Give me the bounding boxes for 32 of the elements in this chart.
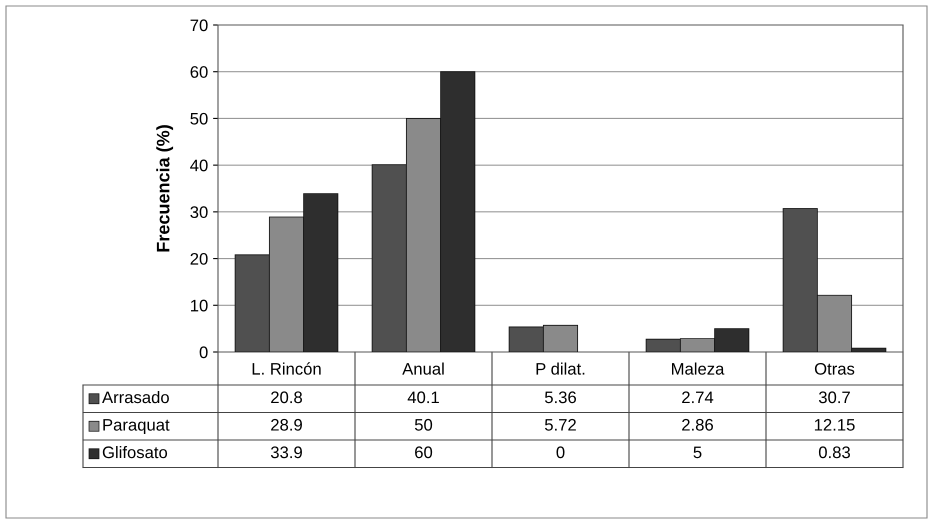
- y-tick-label: 40: [190, 160, 208, 172]
- data-label: 33.9: [270, 446, 302, 458]
- legend-label: Arrasado: [102, 390, 169, 404]
- y-tick-label: 70: [190, 19, 208, 32]
- data-label: 5.72: [544, 418, 576, 431]
- y-tick-label: 30: [190, 206, 208, 218]
- data-label: 30.7: [818, 391, 850, 404]
- data-label: 12.15: [814, 418, 855, 431]
- data-label: 28.9: [271, 418, 302, 431]
- data-label: 40.1: [408, 391, 439, 404]
- y-axis-title: Frecuencia (%): [156, 125, 174, 252]
- x-tick-label: Anual: [402, 362, 444, 375]
- legend-label: Paraquat: [103, 419, 170, 434]
- data-label: 2.74: [682, 391, 714, 404]
- data-label: 0: [556, 446, 564, 458]
- data-label: 60: [415, 446, 432, 458]
- x-tick-label: P dilat.: [536, 362, 584, 375]
- y-tick-label: 20: [190, 252, 208, 265]
- x-tick-label: Maleza: [672, 362, 724, 375]
- data-label: 20.8: [271, 391, 302, 404]
- y-tick-label: 10: [191, 300, 208, 312]
- data-label: 0.83: [818, 446, 850, 458]
- data-label: 5.36: [544, 391, 576, 404]
- x-tick-label: L. Rincón: [252, 362, 321, 375]
- y-tick-label: 60: [190, 66, 208, 78]
- x-tick-label: Otras: [814, 362, 854, 375]
- data-label: 50: [414, 418, 432, 431]
- data-label: 2.86: [682, 418, 713, 431]
- y-tick-label: 0: [200, 346, 208, 358]
- y-tick-label: 50: [190, 112, 208, 125]
- legend-label: Glifosato: [102, 446, 168, 458]
- data-label: 5: [694, 446, 702, 458]
